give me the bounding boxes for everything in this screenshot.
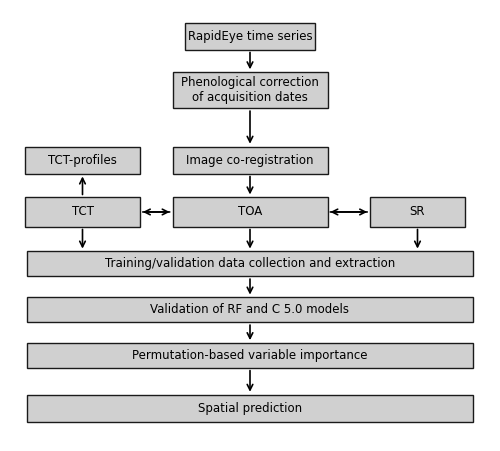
FancyBboxPatch shape [28, 395, 472, 422]
Text: Spatial prediction: Spatial prediction [198, 402, 302, 414]
Text: SR: SR [410, 206, 425, 218]
FancyBboxPatch shape [28, 343, 472, 368]
FancyBboxPatch shape [28, 298, 472, 322]
Text: TCT-profiles: TCT-profiles [48, 154, 117, 166]
FancyBboxPatch shape [185, 23, 315, 50]
FancyBboxPatch shape [25, 147, 140, 174]
Text: TCT: TCT [72, 206, 94, 218]
FancyBboxPatch shape [172, 147, 328, 174]
Text: Training/validation data collection and extraction: Training/validation data collection and … [105, 258, 395, 270]
Text: Permutation-based variable importance: Permutation-based variable importance [132, 349, 368, 362]
FancyBboxPatch shape [25, 198, 140, 226]
FancyBboxPatch shape [172, 198, 328, 226]
Text: Image co-registration: Image co-registration [186, 154, 314, 166]
FancyBboxPatch shape [28, 252, 472, 276]
Text: TOA: TOA [238, 206, 262, 218]
FancyBboxPatch shape [172, 72, 328, 108]
Text: RapidEye time series: RapidEye time series [188, 30, 312, 42]
Text: Validation of RF and C 5.0 models: Validation of RF and C 5.0 models [150, 304, 350, 316]
Text: Phenological correction
of acquisition dates: Phenological correction of acquisition d… [181, 76, 319, 104]
FancyBboxPatch shape [370, 198, 465, 226]
